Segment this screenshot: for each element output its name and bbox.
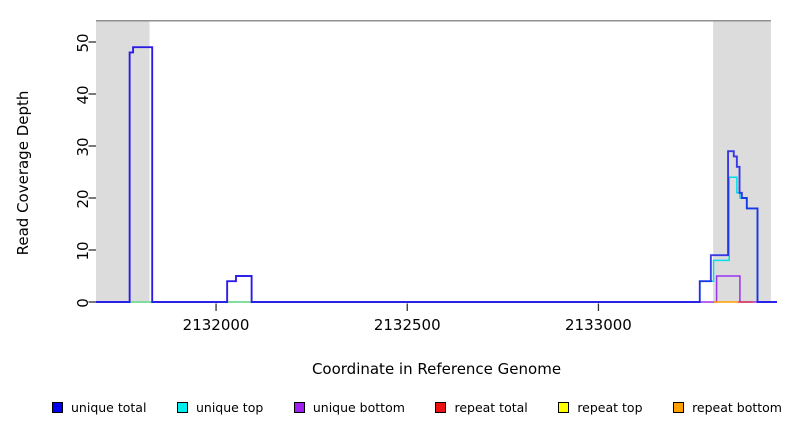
legend-item-unique-total: unique total — [52, 400, 146, 415]
unique-bottom-line — [96, 46, 777, 303]
legend-label: unique top — [195, 400, 264, 415]
legend-swatch-repeat-top — [558, 402, 570, 413]
y-tick-label-text: 40 — [74, 85, 92, 105]
x-tick-label: 2132000 — [182, 316, 250, 334]
y-tick-label-text: 50 — [74, 33, 92, 53]
y-tick-label-text: 10 — [74, 241, 92, 261]
x-tick-label: 2133000 — [565, 316, 632, 334]
legend-swatch-unique-total — [52, 402, 63, 413]
legend-swatch-repeat-bottom — [673, 402, 685, 413]
legend-swatch-unique-top — [176, 402, 188, 413]
x-tick-label: 2132500 — [373, 316, 441, 334]
unique-total-line — [96, 46, 777, 303]
legend-label: unique total — [71, 400, 147, 415]
legend-swatch-unique-bottom — [293, 402, 305, 413]
repeat-region-left — [96, 21, 150, 302]
legend-item-repeat-total: repeat total — [435, 400, 528, 415]
legend-item-unique-top: unique top — [176, 400, 264, 415]
legend-label: repeat total — [454, 400, 528, 415]
legend: unique total unique top unique bottom repea… — [52, 400, 782, 415]
legend-swatch-repeat-total — [435, 402, 447, 413]
legend-label: repeat bottom — [692, 400, 782, 415]
y-tick-label-text: 20 — [74, 189, 92, 209]
y-tick-label-text: 0 — [74, 298, 92, 308]
legend-label: repeat top — [577, 400, 643, 415]
legend-label: unique bottom — [312, 400, 405, 415]
legend-item-repeat-bottom: repeat bottom — [673, 400, 782, 415]
y-tick-label-text: 30 — [74, 137, 92, 157]
legend-item-unique-bottom: unique bottom — [293, 400, 405, 415]
x-axis-title: Coordinate in Reference Genome — [311, 360, 562, 378]
legend-item-repeat-top: repeat top — [558, 400, 643, 415]
y-axis-title-text: Read Coverage Depth — [14, 90, 32, 256]
unique-top-line — [96, 176, 777, 303]
